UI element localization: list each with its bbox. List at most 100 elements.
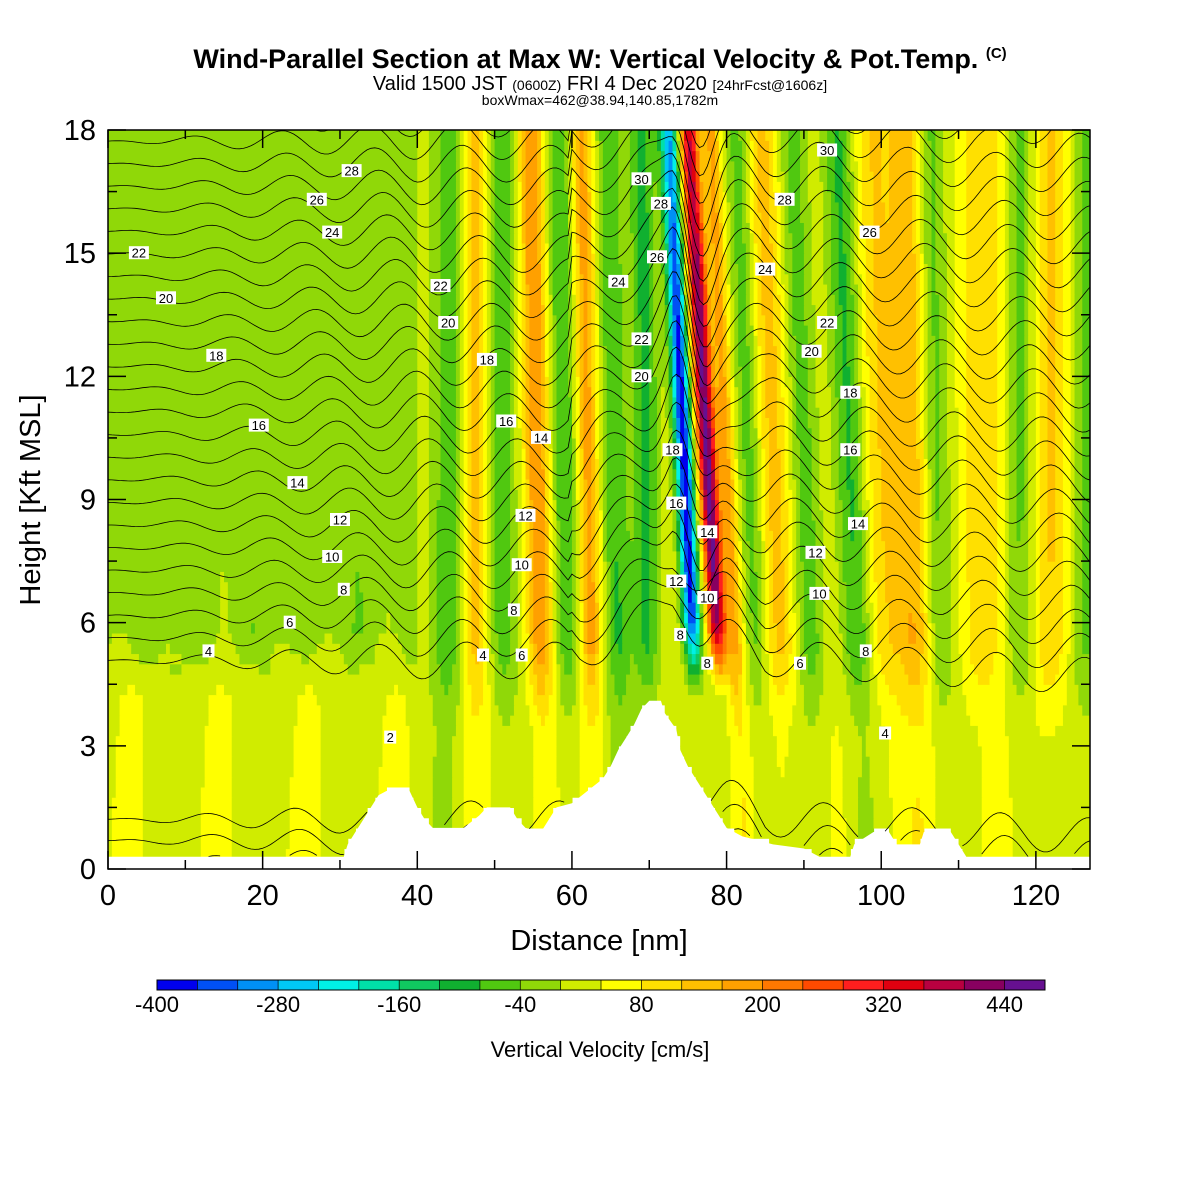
valid-date: FRI 4 Dec 2020 <box>566 73 707 95</box>
y-tick-label: 15 <box>64 238 96 270</box>
theta-contour-line <box>108 578 1090 669</box>
y-tick-label: 9 <box>80 485 96 517</box>
colorbar-swatch <box>601 980 642 990</box>
colorbar-swatch <box>802 980 844 990</box>
valid-time-utc: (0600Z) <box>512 77 562 93</box>
contour-label: 12 <box>518 508 532 523</box>
contour-label: 8 <box>862 644 869 659</box>
contour-label-bg <box>801 344 822 358</box>
contour-label: 4 <box>881 726 888 741</box>
contour-label-bg <box>666 496 687 510</box>
colorbar-swatch <box>560 980 602 990</box>
contour-label: 18 <box>480 352 494 367</box>
contour-label-bg <box>805 545 826 559</box>
theta-contour-line <box>108 803 1090 857</box>
contour-label-bg <box>515 648 528 662</box>
y-tick-label: 0 <box>80 854 96 886</box>
contour-label: 16 <box>669 496 683 511</box>
theta-contour-line <box>108 34 1090 115</box>
contour-label: 6 <box>518 648 525 663</box>
colorbar-swatch <box>762 980 804 990</box>
theta-contour-line <box>108 530 1090 621</box>
contour-label-bg <box>341 164 362 178</box>
contour-label: 20 <box>634 369 648 384</box>
contour-label-bg <box>202 644 215 658</box>
theta-contour-line <box>108 483 1090 572</box>
theta-contour-line <box>108 153 1090 257</box>
contour-label-bg <box>306 192 327 206</box>
colorbar-swatch <box>237 980 279 990</box>
theta-contour-line <box>108 187 1090 306</box>
contour-label-bg <box>322 550 343 563</box>
contour-label-bg <box>755 262 776 276</box>
colorbar-swatch <box>923 980 965 990</box>
contour-label: 20 <box>804 344 818 359</box>
contour-label-bg <box>666 574 687 588</box>
colorbar-tick-label: 200 <box>744 992 781 1017</box>
contour-label: 12 <box>808 545 822 560</box>
contour-label: 28 <box>344 164 358 179</box>
contour-label: 22 <box>820 316 834 331</box>
contour-label: 14 <box>851 517 865 532</box>
contour-label: 16 <box>499 414 513 429</box>
contour-label-bg <box>631 369 652 383</box>
colorbar-swatch <box>883 980 925 990</box>
contour-label: 6 <box>796 656 803 671</box>
contour-label-bg <box>817 316 838 329</box>
chart-title-text: Wind-Parallel Section at Max W: Vertical… <box>193 44 979 74</box>
theta-contour-line <box>108 508 1090 596</box>
contour-label: 30 <box>820 143 834 158</box>
theta-contour-line <box>108 271 1090 387</box>
theta-contour-line <box>108 779 1090 853</box>
contour-label: 24 <box>325 225 339 240</box>
x-tick-label: 20 <box>246 880 278 912</box>
contour-label-bg <box>283 615 296 629</box>
contour-label-bg <box>859 644 872 658</box>
contour-label-bg <box>697 591 718 604</box>
contour-label: 26 <box>862 225 876 240</box>
x-axis-label: Distance [nm] <box>510 925 687 957</box>
contour-label-bg <box>794 656 806 670</box>
contour-label-bg <box>477 648 489 662</box>
contour-label-bg <box>476 352 497 366</box>
theta-contour-line <box>108 429 1090 524</box>
y-tick-label: 18 <box>64 115 96 147</box>
theta-contours <box>108 0 1090 857</box>
x-tick-label: 40 <box>401 880 433 912</box>
contour-label-bg <box>511 558 532 572</box>
theta-contour-line <box>108 0 1090 2</box>
contour-label-bg <box>430 279 451 292</box>
contour-label-bg <box>631 172 652 186</box>
colorbar-tick-label: 80 <box>629 992 653 1017</box>
contour-label-bg <box>650 196 671 210</box>
colorbar-swatch <box>722 980 763 990</box>
contour-label-bg <box>774 192 795 206</box>
colorbar-swatch <box>399 980 440 990</box>
theta-contour-line <box>208 828 843 857</box>
theta-contour-line <box>108 136 1090 231</box>
y-tick-label: 6 <box>80 608 96 640</box>
theta-contour-line <box>108 320 1090 433</box>
contour-label-bg <box>647 250 667 264</box>
contour-label: 22 <box>433 279 447 294</box>
x-tick-label: 80 <box>710 880 742 912</box>
theta-contour-line <box>108 295 1090 409</box>
contour-label-bg <box>697 525 718 539</box>
contour-label: 10 <box>700 591 714 606</box>
colorbar-tick-label: -40 <box>504 992 536 1017</box>
contour-label: 20 <box>159 291 173 306</box>
colorbar-swatch <box>278 980 319 990</box>
contour-label-bg <box>248 418 269 432</box>
contour-label: 18 <box>843 385 857 400</box>
contour-label: 26 <box>310 192 324 207</box>
contour-label-bg <box>384 730 397 744</box>
contour-label-bg <box>859 225 880 239</box>
contour-label-bg <box>438 316 459 329</box>
theta-contour-line <box>108 346 1090 457</box>
terrain-mask <box>108 700 1090 869</box>
contour-label: 2 <box>387 730 394 745</box>
theta-contour-line <box>108 206 1090 327</box>
theta-contour-line <box>108 401 1090 504</box>
colorbar-swatch <box>681 980 723 990</box>
